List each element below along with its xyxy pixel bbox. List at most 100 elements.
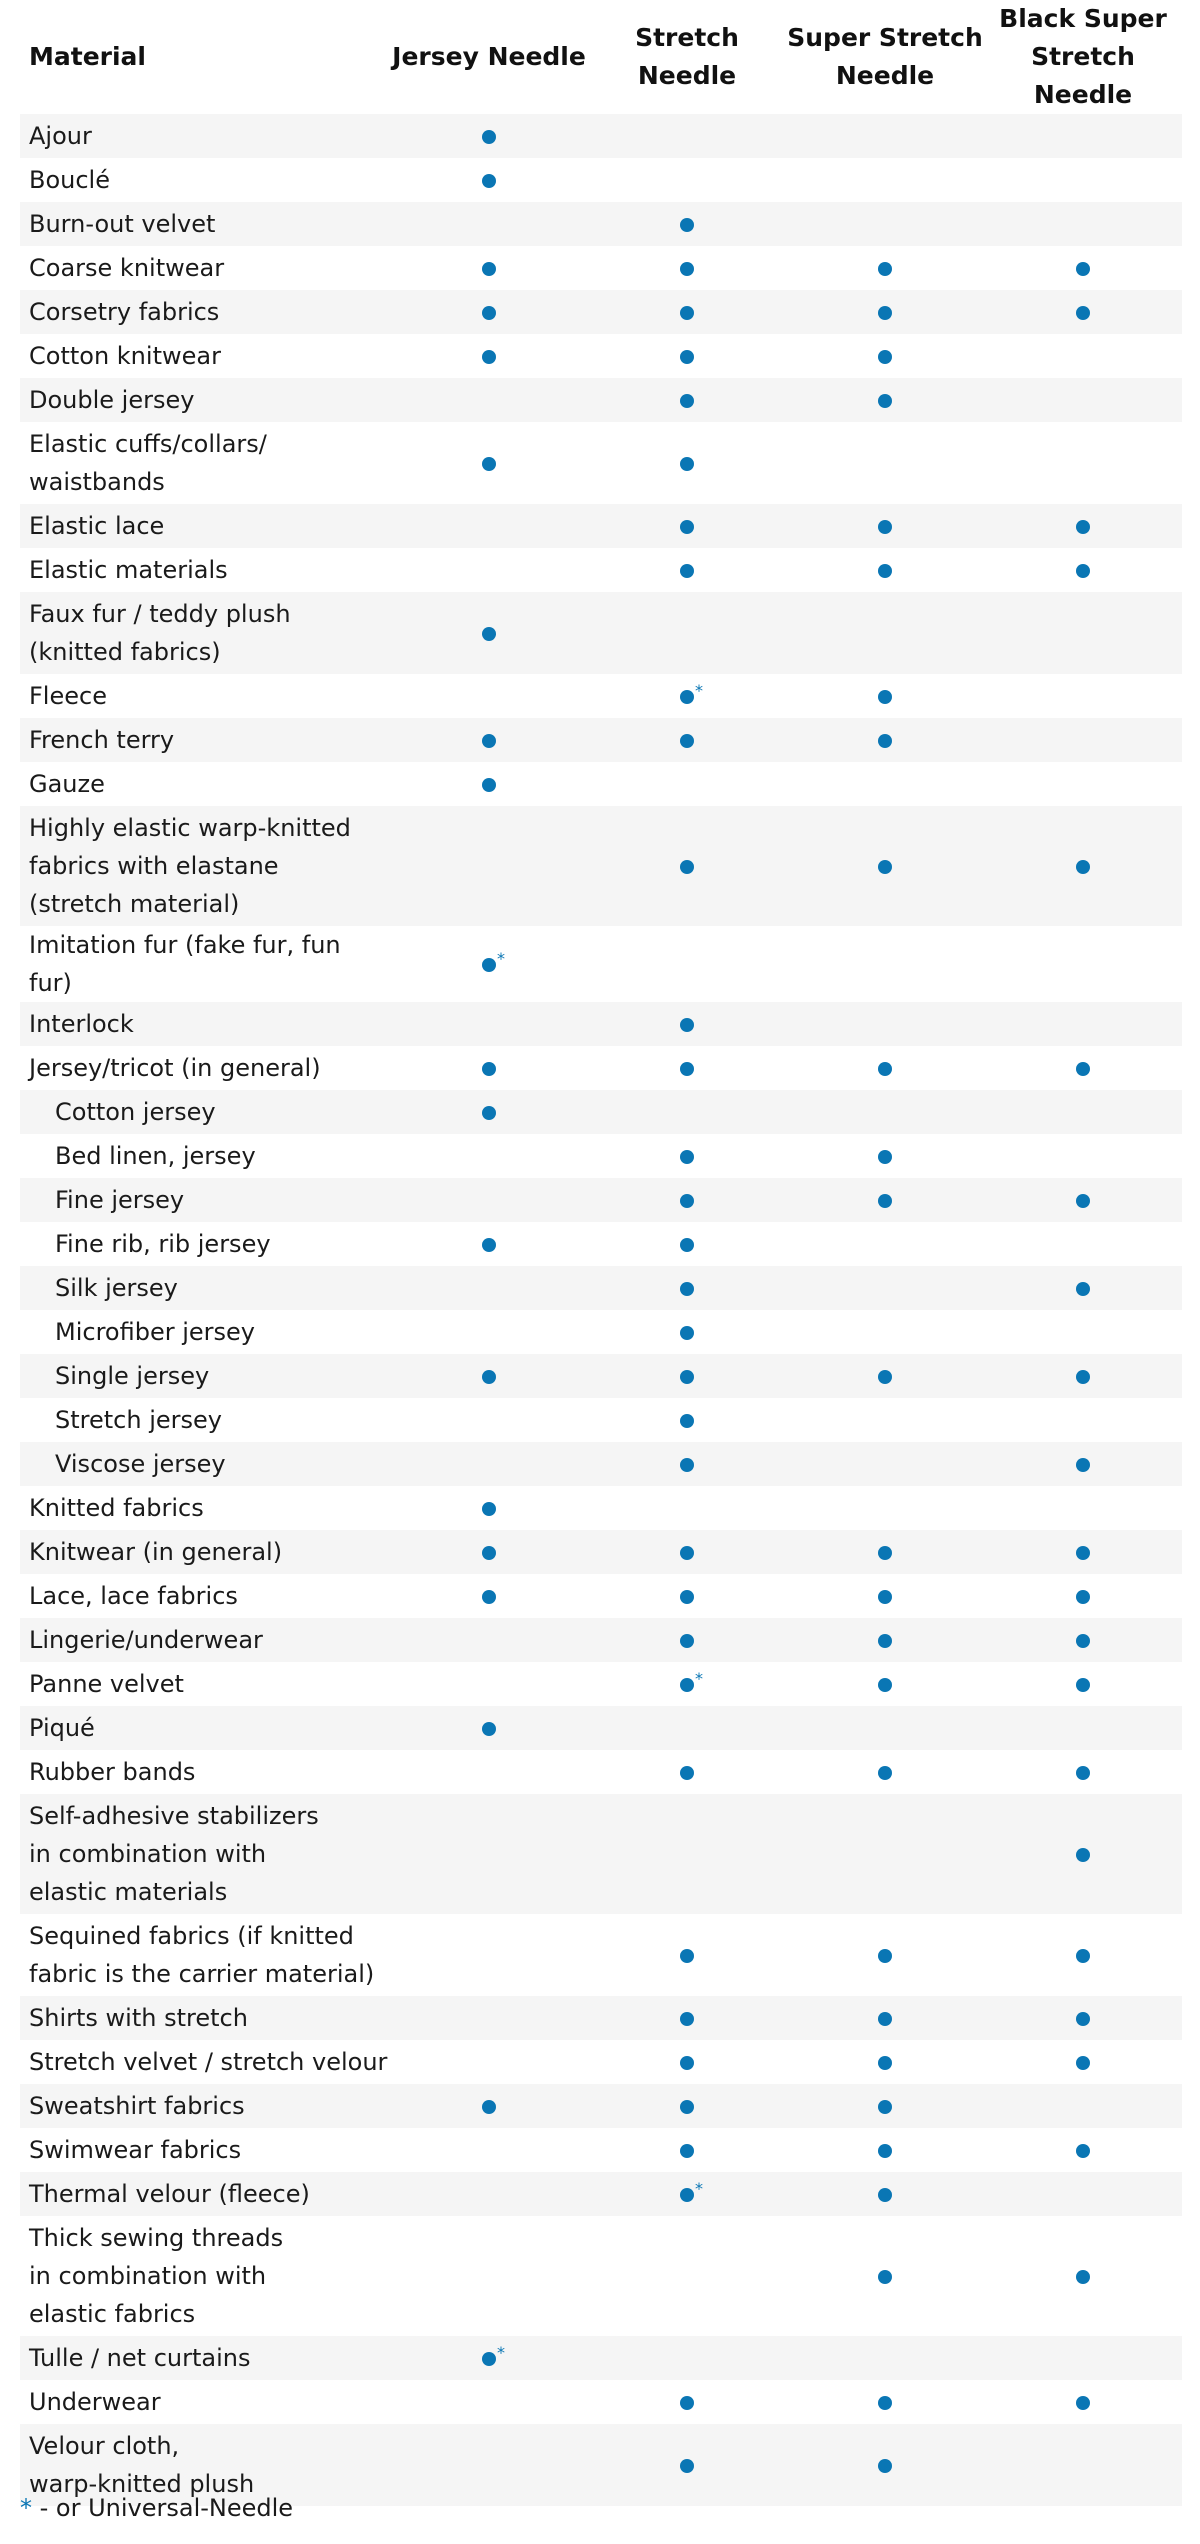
table-row: Rubber bands: [20, 1750, 1182, 1794]
suitable-dot-icon: [878, 1546, 892, 1560]
material-name: Sweatshirt fabrics: [29, 2092, 245, 2120]
table-row: Gauze: [20, 762, 1182, 806]
header-super-stretch-needle: Super Stretch Needle: [787, 23, 983, 90]
material-name: Lingerie/underwear: [29, 1626, 263, 1654]
cell-jersey-needle: [390, 246, 588, 290]
cell-jersey-needle: [390, 158, 588, 202]
table-row: Underwear: [20, 2380, 1182, 2424]
suitable-dot-icon: [1076, 2270, 1090, 2284]
table-row: Viscose jersey: [20, 1442, 1182, 1486]
cell-super-stretch-needle: [786, 1750, 984, 1794]
material-name: Corsetry fabrics: [29, 298, 220, 326]
material-name: Gauze: [29, 770, 105, 798]
suitable-dot-icon: [680, 564, 694, 578]
cell-jersey-needle: [390, 334, 588, 378]
cell-black-super-stretch-needle: [984, 1706, 1182, 1750]
table-row: Cotton jersey: [20, 1090, 1182, 1134]
header-black-super-stretch-needle: Black Super Stretch Needle: [999, 4, 1167, 109]
suitable-dot-icon: [1076, 1766, 1090, 1780]
cell-black-super-stretch-needle: [984, 202, 1182, 246]
suitable-dot-icon: [680, 860, 694, 874]
suitable-dot-icon: [878, 2100, 892, 2114]
suitable-dot-icon: [680, 2056, 694, 2070]
material-name: Lace, lace fabrics: [29, 1582, 238, 1610]
suitable-dot-icon: [482, 1590, 496, 1604]
suitable-dot-icon: [680, 520, 694, 534]
table-row: Swimwear fabrics: [20, 2128, 1182, 2172]
cell-black-super-stretch-needle: [984, 1222, 1182, 1266]
suitable-dot-icon: [482, 306, 496, 320]
cell-black-super-stretch-needle: [984, 1750, 1182, 1794]
suitable-dot-icon: [1076, 1590, 1090, 1604]
table-row: Burn-out velvet: [20, 202, 1182, 246]
material-name: Shirts with stretch: [29, 2004, 248, 2032]
suitable-dot-icon: *: [680, 1671, 703, 1692]
suitable-dot-icon: *: [680, 683, 703, 704]
cell-super-stretch-needle: [786, 378, 984, 422]
cell-stretch-needle: [588, 1354, 786, 1398]
suitable-dot-icon: [1076, 520, 1090, 534]
table-row: Fine rib, rib jersey: [20, 1222, 1182, 1266]
cell-stretch-needle: [588, 548, 786, 592]
cell-black-super-stretch-needle: [984, 762, 1182, 806]
table-row: Panne velvet *: [20, 1662, 1182, 1706]
cell-stretch-needle: [588, 806, 786, 926]
suitable-dot-icon: [680, 734, 694, 748]
cell-black-super-stretch-needle: [984, 1996, 1182, 2040]
cell-black-super-stretch-needle: [984, 504, 1182, 548]
suitable-dot-icon: [680, 1414, 694, 1428]
cell-stretch-needle: *: [588, 1662, 786, 1706]
suitable-dot-icon: [1076, 1546, 1090, 1560]
cell-black-super-stretch-needle: [984, 1662, 1182, 1706]
header-jersey-needle: Jersey Needle: [392, 42, 586, 71]
suitable-dot-icon: [680, 1766, 694, 1780]
cell-jersey-needle: [390, 1794, 588, 1914]
cell-super-stretch-needle: [786, 114, 984, 158]
cell-stretch-needle: [588, 422, 786, 504]
cell-jersey-needle: [390, 422, 588, 504]
suitable-dot-icon: [1076, 306, 1090, 320]
cell-stretch-needle: [588, 1310, 786, 1354]
cell-jersey-needle: [390, 2380, 588, 2424]
cell-black-super-stretch-needle: [984, 114, 1182, 158]
suitable-dot-icon: [878, 2144, 892, 2158]
cell-stretch-needle: [588, 1574, 786, 1618]
cell-jersey-needle: [390, 290, 588, 334]
table-row: Elastic lace: [20, 504, 1182, 548]
suitable-dot-icon: [878, 860, 892, 874]
table-row: Highly elastic warp-knitted fabrics with …: [20, 806, 1182, 926]
material-name: Imitation fur (fake fur, fun fur): [29, 931, 341, 997]
cell-stretch-needle: [588, 762, 786, 806]
suitable-dot-icon: [1076, 564, 1090, 578]
cell-super-stretch-needle: [786, 202, 984, 246]
suitable-dot-icon: [878, 1590, 892, 1604]
material-name: Bouclé: [29, 166, 110, 194]
suitable-dot-icon: [878, 262, 892, 276]
suitable-dot-icon: [482, 1062, 496, 1076]
cell-jersey-needle: [390, 1706, 588, 1750]
cell-jersey-needle: [390, 806, 588, 926]
table-row: Tulle / net curtains *: [20, 2336, 1182, 2380]
material-name: Elastic lace: [29, 512, 165, 540]
table-row: Elastic materials: [20, 548, 1182, 592]
suitable-dot-icon: [1076, 1848, 1090, 1862]
cell-super-stretch-needle: [786, 1310, 984, 1354]
cell-stretch-needle: [588, 2216, 786, 2336]
cell-jersey-needle: [390, 1914, 588, 1996]
table-row: Fine jersey: [20, 1178, 1182, 1222]
cell-super-stretch-needle: [786, 2336, 984, 2380]
header-stretch-needle: Stretch Needle: [635, 23, 739, 90]
suitable-dot-icon: [680, 1949, 694, 1963]
cell-super-stretch-needle: [786, 1354, 984, 1398]
table-row: Cotton knitwear: [20, 334, 1182, 378]
cell-jersey-needle: [390, 1002, 588, 1046]
cell-black-super-stretch-needle: [984, 926, 1182, 1002]
cell-stretch-needle: [588, 2336, 786, 2380]
cell-black-super-stretch-needle: [984, 1618, 1182, 1662]
material-name: Fine rib, rib jersey: [55, 1230, 271, 1258]
suitable-dot-icon: [878, 2396, 892, 2410]
suitable-dot-icon: [680, 2459, 694, 2473]
cell-black-super-stretch-needle: [984, 378, 1182, 422]
suitable-dot-icon: [878, 394, 892, 408]
